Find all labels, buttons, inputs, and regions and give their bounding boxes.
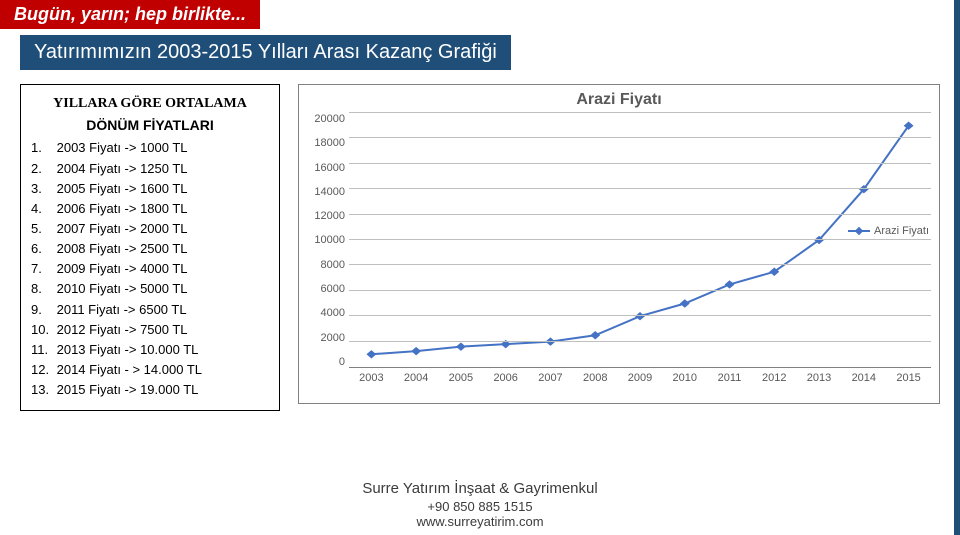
price-list-row: 5. 2007 Fiyatı -> 2000 TL [31,219,269,239]
chart-legend: Arazi Fiyatı [848,225,929,237]
price-list-row: 4. 2006 Fiyatı -> 1800 TL [31,199,269,219]
chart-plot-area [349,113,931,368]
footer-url: www.surreyatirim.com [0,514,960,529]
price-list-row: 3. 2005 Fiyatı -> 1600 TL [31,179,269,199]
right-accent-border [954,0,960,535]
chart-panel: Arazi Fiyatı 200001800016000140001200010… [298,84,940,404]
price-list-row: 1. 2003 Fiyatı -> 1000 TL [31,138,269,158]
price-list-panel: YILLARA GÖRE ORTALAMA DÖNÜM FİYATLARI 1.… [20,84,280,411]
page-subtitle: Yatırımımızın 2003-2015 Yılları Arası Ka… [20,35,511,70]
page-footer: Surre Yatırım İnşaat & Gayrimenkul +90 8… [0,472,960,529]
chart-title: Arazi Fiyatı [307,91,931,109]
legend-marker-icon [848,230,870,232]
legend-label: Arazi Fiyatı [874,225,929,237]
price-list-row: 13. 2015 Fiyatı -> 19.000 TL [31,380,269,400]
chart-line-series [349,113,931,367]
price-list-row: 11. 2013 Fiyatı -> 10.000 TL [31,340,269,360]
price-list-row: 6. 2008 Fiyatı -> 2500 TL [31,239,269,259]
price-list-row: 9. 2011 Fiyatı -> 6500 TL [31,300,269,320]
footer-company: Surre Yatırım İnşaat & Gayrimenkul [0,480,960,497]
price-list-row: 2. 2004 Fiyatı -> 1250 TL [31,159,269,179]
y-axis-labels: 2000018000160001400012000100008000600040… [307,113,349,368]
price-list-heading-1: YILLARA GÖRE ORTALAMA [31,93,269,115]
price-list-row: 8. 2010 Fiyatı -> 5000 TL [31,279,269,299]
price-list-row: 10. 2012 Fiyatı -> 7500 TL [31,320,269,340]
price-list-heading-2: DÖNÜM FİYATLARI [31,115,269,137]
header-tagline: Bugün, yarın; hep birlikte... [0,0,260,29]
price-list-row: 12. 2014 Fiyatı - > 14.000 TL [31,360,269,380]
footer-phone: +90 850 885 1515 [0,499,960,514]
x-axis-labels: 2003200420052006200720082009201020112012… [307,372,931,384]
price-list-row: 7. 2009 Fiyatı -> 4000 TL [31,259,269,279]
